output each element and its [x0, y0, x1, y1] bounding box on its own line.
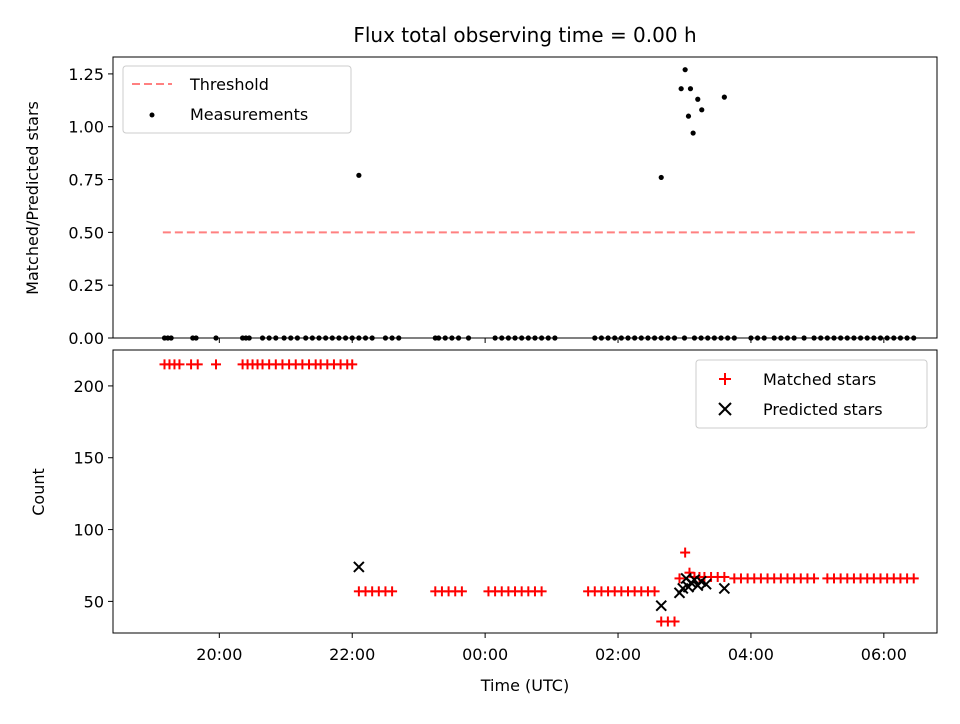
legend-predicted-label: Predicted stars: [763, 400, 883, 419]
top-x-ticks: [218, 338, 885, 343]
bottom-y-tick-label: 150: [73, 449, 104, 468]
matched-star-point: [719, 571, 730, 582]
bottom-axes-frame: [112, 349, 938, 634]
chart-title: Flux total observing time = 0.00 h: [353, 23, 696, 47]
x-tick-label: 22:00: [329, 645, 375, 664]
legend-threshold-label: Threshold: [189, 75, 269, 94]
x-tick-label: 20:00: [196, 645, 242, 664]
matched-star-point: [680, 547, 691, 558]
predicted-star-point: [655, 599, 667, 612]
bottom-y-tick-label: 200: [73, 377, 104, 396]
x-axis-label: Time (UTC): [480, 676, 569, 695]
matched-star-point: [174, 359, 185, 370]
measurement-point: [699, 107, 705, 113]
legend-matched-label: Matched stars: [763, 370, 876, 389]
legend-measurements-label: Measurements: [190, 105, 308, 124]
top-plot-area: [161, 67, 917, 341]
top-y-tick-label: 0.50: [68, 223, 104, 242]
x-tick-label: 02:00: [595, 645, 641, 664]
top-y-tick-label: 0.00: [68, 329, 104, 348]
measurement-point: [721, 94, 727, 100]
predicted-star-point: [718, 582, 731, 595]
legend-predicted-swatch: [718, 402, 732, 416]
measurement-point: [678, 86, 684, 92]
measurement-point: [690, 130, 696, 136]
matched-star-point: [456, 586, 467, 597]
bottom-y-axis: 50 100 150 200: [73, 377, 113, 611]
measurement-point: [682, 67, 688, 73]
predicted-star-point: [688, 574, 701, 586]
top-panel: Flux total observing time = 0.00 h 0.000…: [23, 23, 938, 348]
measurement-point: [658, 174, 664, 181]
matched-star-point: [908, 573, 919, 584]
bottom-plot-area: [159, 359, 919, 627]
bottom-legend: Matched stars Predicted stars: [695, 359, 928, 429]
matched-star-point: [536, 586, 547, 597]
bottom-x-axis: 20:00 22:00 00:00 02:00 04:00 06:00: [196, 633, 907, 664]
predicted-star-point: [353, 561, 365, 573]
legend-measurements-swatch: [149, 112, 155, 118]
top-y-axis: 0.00 0.25 0.50 0.75 1.00 1.25: [68, 65, 113, 348]
matched-star-point: [211, 359, 221, 370]
measurement-point: [695, 96, 701, 102]
legend-matched-swatch: [719, 373, 731, 385]
top-legend: Threshold Measurements: [122, 65, 352, 134]
bottom-legend-box: [695, 359, 928, 429]
bottom-y-axis-label: Count: [29, 468, 48, 516]
x-tick-label: 06:00: [861, 645, 907, 664]
top-y-axis-label: Matched/Predicted stars: [23, 101, 42, 295]
matched-star-point: [809, 573, 820, 584]
bottom-panel: 50 100 150 200 20:00 22:00 00:00 02:00 04:00 06:…: [29, 349, 938, 695]
matched-star-point: [387, 586, 398, 597]
x-tick-label: 04:00: [728, 645, 774, 664]
matched-star-point: [649, 586, 660, 597]
predicted-star-point: [700, 578, 712, 590]
x-tick-label: 00:00: [462, 645, 508, 664]
top-y-tick-label: 1.00: [68, 118, 104, 137]
bottom-y-tick-label: 50: [84, 592, 104, 611]
matched-star-point: [674, 573, 685, 584]
top-axes-frame: [112, 56, 938, 339]
top-y-tick-label: 0.25: [68, 276, 104, 295]
measurement-point: [685, 113, 692, 119]
top-y-tick-label: 1.25: [68, 65, 104, 84]
bottom-y-tick-label: 100: [73, 521, 104, 540]
top-y-tick-label: 0.75: [68, 171, 104, 190]
matched-star-point: [192, 359, 203, 370]
matched-star-point: [347, 359, 358, 370]
matched-star-point: [669, 616, 680, 627]
measurement-point: [356, 172, 362, 178]
measurement-point: [687, 86, 694, 92]
top-legend-box: [122, 65, 352, 134]
